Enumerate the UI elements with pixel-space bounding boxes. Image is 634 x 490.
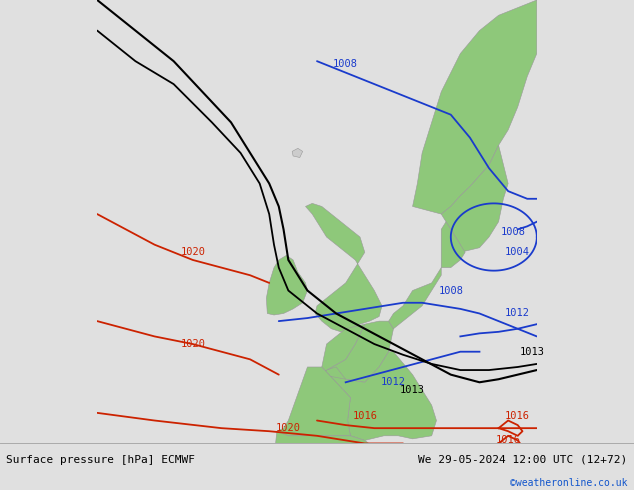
Text: ©weatheronline.co.uk: ©weatheronline.co.uk [510, 478, 628, 488]
Text: 1008: 1008 [438, 286, 463, 295]
Polygon shape [441, 145, 508, 252]
Text: 1004: 1004 [505, 247, 530, 257]
Text: 1020: 1020 [180, 247, 205, 257]
Text: 1016: 1016 [496, 436, 521, 445]
Polygon shape [389, 268, 441, 329]
Polygon shape [292, 148, 302, 157]
Text: 1012: 1012 [381, 377, 406, 387]
Text: 1020: 1020 [180, 339, 205, 349]
Text: 1020: 1020 [276, 423, 301, 433]
Polygon shape [322, 324, 436, 441]
Text: 1016: 1016 [353, 411, 377, 421]
Text: 1013: 1013 [519, 347, 545, 357]
Text: We 29-05-2024 12:00 UTC (12+72): We 29-05-2024 12:00 UTC (12+72) [418, 455, 628, 465]
Polygon shape [322, 321, 394, 382]
Text: Surface pressure [hPa] ECMWF: Surface pressure [hPa] ECMWF [6, 455, 195, 465]
Text: 1008: 1008 [333, 59, 358, 69]
Polygon shape [277, 367, 351, 436]
Text: 1012: 1012 [505, 309, 530, 318]
Text: 1016: 1016 [505, 411, 530, 421]
Polygon shape [413, 0, 537, 214]
Polygon shape [274, 431, 398, 490]
Text: 1008: 1008 [500, 227, 526, 238]
Text: 1013: 1013 [400, 385, 425, 395]
Polygon shape [322, 367, 346, 397]
Polygon shape [441, 222, 465, 268]
Polygon shape [306, 203, 382, 332]
Polygon shape [266, 255, 307, 315]
